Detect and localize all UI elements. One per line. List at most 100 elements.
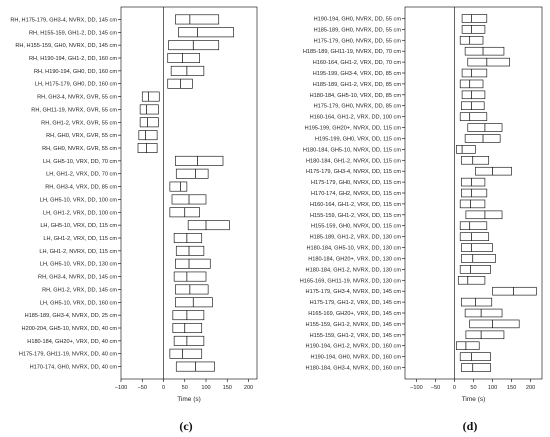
x-tick-label: 200 — [244, 385, 253, 391]
category-label: H180-184, GH20+, VRX, DD, 40 cm — [27, 339, 117, 345]
box — [461, 177, 486, 187]
box — [172, 323, 203, 333]
box — [137, 143, 158, 153]
x-tick-label: 200 — [526, 385, 535, 391]
category-label: H175-179, GH1-2, VRX, DD, 145 cm — [310, 300, 402, 306]
box — [167, 53, 200, 63]
box — [175, 297, 213, 308]
box — [456, 145, 476, 154]
category-label: LH, GH1-2, VRX, DD, 70 cm — [46, 172, 117, 178]
category-label: H190-194, GH1-2, NVRX, DD, 160 cm — [306, 344, 402, 350]
box — [175, 14, 220, 25]
box — [465, 330, 505, 340]
box — [167, 78, 193, 89]
plot-frame — [120, 6, 258, 380]
x-tick-label: 100 — [488, 385, 497, 391]
category-label: H180-184, GH1-2, NVRX, DD, 130 cm — [306, 267, 402, 273]
category-label: H175-179, GH3-4, NVRX, DD, 115 cm — [306, 169, 401, 175]
box — [464, 134, 501, 143]
category-label: H160-164, GH1-2, VRX, DD, 100 cm — [310, 115, 402, 121]
category-label: H155-159, GH1-2, NVRX, DD, 145 cm — [306, 322, 402, 328]
category-label: LH, GH1-2, NVRX, DD, 115 cm — [39, 249, 117, 255]
category-label: LH, GH5-10, VRX, DD, 160 cm — [40, 300, 117, 306]
box — [170, 65, 205, 76]
category-label: RH, GH0, VRX, GVR, 55 cm — [46, 133, 117, 139]
box — [464, 308, 503, 318]
category-label: LH, GH5-10, VRX, DD, 70 cm — [43, 159, 117, 165]
category-label: H175-179, GH11-19, NVRX, DD, 40 cm — [19, 352, 117, 358]
box — [175, 258, 211, 269]
x-tick-label: 50 — [182, 385, 188, 391]
category-label: H160-164, GH1-2, VRX, DD, 115 cm — [310, 202, 401, 208]
box — [139, 117, 159, 128]
box — [138, 130, 158, 141]
category-label: H180-184, GH3-4, NVRX, DD, 160 cm — [306, 366, 402, 372]
category-label: LH, GH5-10, VRX, DD, 130 cm — [40, 262, 117, 268]
panel-caption: (c) — [179, 419, 192, 433]
box — [178, 27, 234, 38]
x-tick-label: 50 — [470, 385, 476, 391]
box — [173, 271, 207, 282]
box — [459, 112, 488, 121]
box — [187, 220, 230, 231]
x-tick-label: 0 — [162, 385, 165, 391]
box — [461, 90, 486, 100]
box — [461, 68, 488, 78]
category-label: H190-194, GH0, NVRX, DD, 160 cm — [311, 355, 402, 361]
box — [456, 341, 480, 350]
box — [461, 363, 491, 372]
category-label: RH, GH11-19, NVRX, GVR, 55 cm — [31, 107, 117, 113]
category-label: H155-159, GH0, NVRX, DD, 115 cm — [311, 224, 401, 230]
category-label: RH, GH3-4, VRX, DD, 85 cm — [45, 185, 117, 191]
box — [459, 36, 484, 45]
x-axis-label: Time (s) — [177, 396, 201, 403]
box — [168, 40, 220, 51]
category-label: RH, H190-194, GH1-2, DD, 160 cm — [29, 56, 117, 62]
box — [467, 57, 510, 67]
box — [459, 232, 490, 241]
box — [169, 181, 188, 192]
x-tick-label: −100 — [410, 385, 423, 391]
category-label: RH, H155-159, GH0, NVRX, DD, 145 cm — [15, 43, 117, 49]
category-label: H195-199, GH3-4, VRX, DD, 85 cm — [313, 71, 402, 77]
x-tick-label: −50 — [431, 385, 441, 391]
box — [461, 243, 493, 252]
category-label: RH, GH1-2, VRX, DD, 145 cm — [42, 287, 117, 293]
box — [457, 276, 486, 285]
category-label: H155-159, GH1-2, VRX, DD, 115 cm — [310, 213, 401, 219]
category-label: H165-169, GH20+, VRX, DD, 145 cm — [308, 311, 401, 317]
box — [461, 14, 488, 23]
category-label: H175-179, GH0, NVRX, DD, 55 cm — [314, 38, 402, 44]
box — [461, 156, 490, 165]
x-tick-label: −100 — [115, 385, 128, 391]
box — [461, 188, 488, 198]
category-label: H180-184, GH20+, VRX, DD, 130 cm — [308, 256, 401, 262]
box — [175, 284, 209, 295]
category-label: H180-184, GH5-10, NVRX, DD, 115 cm — [303, 147, 401, 153]
x-axis-label: Time (s) — [462, 396, 486, 403]
box — [459, 199, 486, 209]
box — [175, 168, 209, 179]
panel-c: −100 −50 0 50 100 150 200 Time (s) (c) RH, H175-1… — [10, 6, 258, 433]
category-label: RH, GH3-4, NVRX, GVR, 55 cm — [37, 95, 117, 101]
box — [172, 310, 205, 321]
category-label: RH, H155-159, GH1-2, DD, 145 cm — [29, 30, 117, 36]
category-label: H195-199, GH20+, NVRX, DD, 115 cm — [305, 126, 402, 132]
category-label: RH, H190-194, GH0, DD, 160 cm — [34, 69, 117, 75]
category-label: H200-204, GH5-10, NVRX, DD, 40 cm — [22, 326, 118, 332]
panel-d: −100 −50 0 50 100 150 200 Time (s) (d) H190-194, … — [300, 6, 543, 433]
category-label: H160-164, GH1-2, VRX, DD, 70 cm — [313, 60, 402, 66]
category-label: RH, H175-179, GH3-4, NVRX, DD, 145 cm — [10, 17, 117, 23]
panel-caption: (d) — [463, 419, 478, 433]
category-label: LH, GH5-10, VRX, DD, 100 cm — [40, 197, 117, 203]
category-label: LH, GH5-10, VRX, DD, 115 cm — [40, 223, 117, 229]
category-label: H185-189, GH3-4, NVRX, DD, 25 cm — [25, 313, 118, 319]
box — [465, 210, 503, 220]
category-label: H165-169, GH11-19, NVRX, DD, 130 cm — [300, 278, 402, 284]
category-label: RH, GH0, NVRX, GVR, 55 cm — [42, 146, 117, 152]
box — [461, 297, 493, 307]
box — [475, 166, 512, 176]
category-label: H155-159, GH1-2, VRX, DD, 145 cm — [310, 333, 402, 339]
box — [461, 25, 486, 34]
